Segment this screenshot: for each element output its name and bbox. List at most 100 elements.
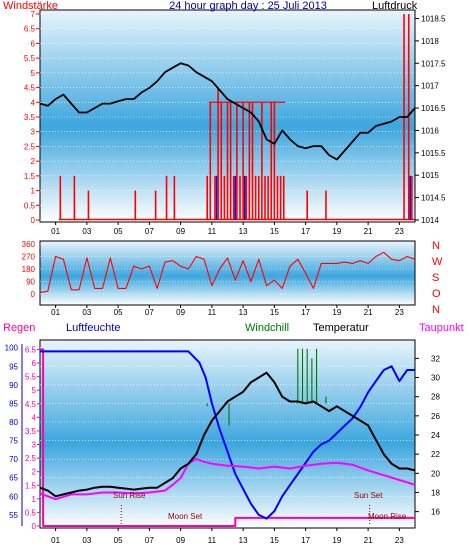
x-tick-label: 05 bbox=[114, 227, 123, 236]
x-tick-label: 03 bbox=[82, 308, 91, 317]
pressure-tick-label: 1016 bbox=[421, 126, 439, 135]
rain-tick-label: 4.5 bbox=[25, 400, 37, 409]
pressure-tick-label: 1014.5 bbox=[421, 194, 446, 203]
temperature-tick-label: 26 bbox=[431, 412, 440, 421]
wind-tick-label: 2.5 bbox=[24, 142, 36, 151]
tick-labels: 00.511.522.533.544.555.566.5710141014.51… bbox=[5, 10, 446, 545]
x-tick-label: 21 bbox=[364, 536, 373, 545]
x-tick-label: 21 bbox=[364, 227, 373, 236]
x-tick-label: 17 bbox=[301, 227, 310, 236]
humidity-tick-label: 70 bbox=[9, 455, 18, 464]
legend-windchill: Windchill bbox=[245, 322, 289, 334]
rain-tick-label: 5.5 bbox=[25, 373, 37, 382]
direction-compass-letter: W bbox=[432, 256, 443, 268]
rain-tick-label: 2 bbox=[32, 468, 37, 477]
wind-tick-label: 1 bbox=[31, 187, 36, 196]
x-tick-label: 09 bbox=[176, 536, 185, 545]
rain-tick-label: 0 bbox=[32, 522, 37, 531]
x-tick-label: 01 bbox=[51, 536, 60, 545]
wind-direction-plot-area bbox=[39, 240, 416, 306]
direction-tick-label: 270 bbox=[22, 253, 36, 262]
direction-tick-label: 0 bbox=[31, 290, 36, 299]
x-tick-label: 09 bbox=[176, 227, 185, 236]
temperature-tick-label: 28 bbox=[431, 393, 440, 402]
annotation-sun-rise: Sun Rise bbox=[113, 491, 146, 500]
direction-tick-label: 360 bbox=[22, 240, 36, 249]
humidity-tick-label: 90 bbox=[9, 381, 18, 390]
humidity-tick-label: 60 bbox=[9, 492, 18, 501]
x-tick-label: 11 bbox=[208, 308, 217, 317]
pressure-tick-label: 1016.5 bbox=[421, 104, 446, 113]
humidity-tick-label: 65 bbox=[9, 474, 18, 483]
humidity-line bbox=[40, 350, 415, 520]
dewpoint-line bbox=[39, 457, 416, 501]
pressure-tick-label: 1018 bbox=[421, 37, 439, 46]
x-tick-label: 07 bbox=[145, 308, 154, 317]
direction-compass-letter: N bbox=[432, 304, 440, 316]
wind-tick-label: 0.5 bbox=[24, 201, 36, 210]
x-tick-label: 07 bbox=[145, 227, 154, 236]
legend-rain: Regen bbox=[3, 322, 35, 334]
grid-lines bbox=[40, 13, 415, 516]
rain-tick-label: 0.5 bbox=[25, 508, 37, 517]
rain-tick-label: 2.5 bbox=[25, 454, 37, 463]
pressure-tick-label: 1018.5 bbox=[421, 14, 446, 23]
x-tick-label: 11 bbox=[208, 536, 217, 545]
temperature-tick-label: 20 bbox=[431, 469, 440, 478]
temperature-tick-label: 24 bbox=[431, 431, 440, 440]
x-tick-label: 23 bbox=[395, 536, 404, 545]
direction-compass-letter: N bbox=[432, 240, 440, 252]
x-tick-label: 19 bbox=[332, 227, 341, 236]
x-tick-label: 17 bbox=[301, 308, 310, 317]
annotation-moon-rise: Moon Rise bbox=[368, 512, 407, 521]
climate-plot-area bbox=[39, 339, 416, 529]
x-tick-label: 15 bbox=[270, 536, 279, 545]
temperature-tick-label: 16 bbox=[431, 508, 440, 517]
rain-tick-label: 5 bbox=[32, 386, 37, 395]
x-tick-label: 15 bbox=[270, 308, 279, 317]
temperature-tick-label: 30 bbox=[431, 374, 440, 383]
x-tick-label: 05 bbox=[114, 308, 123, 317]
legend-humidity: Luftfeuchte bbox=[66, 322, 120, 334]
x-tick-label: 01 bbox=[51, 227, 60, 236]
x-tick-label: 19 bbox=[332, 536, 341, 545]
wind-tick-label: 2 bbox=[31, 157, 36, 166]
wind-axis-title: Windstärke bbox=[3, 0, 58, 12]
wind-tick-label: 5.5 bbox=[24, 54, 36, 63]
wind-tick-label: 7 bbox=[31, 10, 36, 19]
x-tick-label: 23 bbox=[395, 308, 404, 317]
humidity-tick-label: 80 bbox=[9, 418, 18, 427]
pressure-tick-label: 1015.5 bbox=[421, 149, 446, 158]
x-tick-label: 13 bbox=[239, 227, 248, 236]
x-tick-label: 19 bbox=[332, 308, 341, 317]
legend-dewpoint: Taupunkt bbox=[419, 322, 464, 334]
humidity-tick-label: 75 bbox=[9, 437, 18, 446]
wind-tick-label: 5 bbox=[31, 69, 36, 78]
wind-tick-label: 0 bbox=[31, 216, 36, 225]
annotation-sun-set: Sun Set bbox=[354, 491, 383, 500]
temperature-line bbox=[39, 371, 416, 498]
rain-tick-label: 1.5 bbox=[25, 481, 37, 490]
direction-compass-letter: S bbox=[432, 272, 439, 284]
pressure-tick-label: 1014 bbox=[421, 216, 439, 225]
rain-tick-label: 1 bbox=[32, 495, 37, 504]
wind-tick-label: 3 bbox=[31, 128, 36, 137]
x-tick-label: 03 bbox=[82, 536, 91, 545]
rain-tick-label: 4 bbox=[32, 413, 37, 422]
legend-temperature: Temperatur bbox=[313, 322, 369, 334]
humidity-tick-label: 100 bbox=[5, 344, 19, 353]
wind-tick-label: 4.5 bbox=[24, 84, 36, 93]
data-marks bbox=[39, 14, 416, 527]
wind-tick-label: 4 bbox=[31, 98, 36, 107]
wind-tick-label: 3.5 bbox=[24, 113, 36, 122]
graph-title: 24 hour graph day : 25 Juli 2013 bbox=[169, 0, 327, 12]
rain-tick-label: 3 bbox=[32, 441, 37, 450]
x-tick-label: 11 bbox=[208, 227, 217, 236]
pressure-tick-label: 1015 bbox=[421, 171, 439, 180]
direction-tick-label: 90 bbox=[26, 278, 35, 287]
pressure-axis-title: Luftdruck bbox=[372, 0, 418, 12]
wind-direction-line bbox=[39, 251, 416, 294]
temperature-tick-label: 32 bbox=[431, 354, 440, 363]
